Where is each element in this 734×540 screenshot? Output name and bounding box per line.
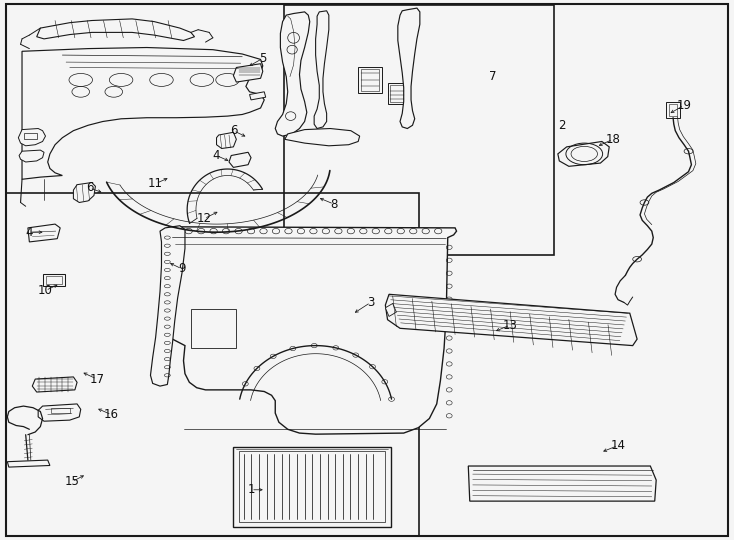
Polygon shape xyxy=(233,64,263,82)
Text: 8: 8 xyxy=(330,198,338,211)
Polygon shape xyxy=(385,294,637,346)
Bar xyxy=(666,102,680,118)
Polygon shape xyxy=(275,12,310,136)
Text: 12: 12 xyxy=(197,212,211,225)
Polygon shape xyxy=(18,129,46,146)
Text: 11: 11 xyxy=(148,177,163,190)
Bar xyxy=(43,274,65,286)
Text: 4: 4 xyxy=(213,149,220,162)
Polygon shape xyxy=(73,183,95,202)
Polygon shape xyxy=(285,129,360,146)
Polygon shape xyxy=(468,466,656,501)
Polygon shape xyxy=(398,8,420,129)
Text: 13: 13 xyxy=(503,319,517,332)
Polygon shape xyxy=(38,404,81,421)
Text: 5: 5 xyxy=(259,52,266,65)
Text: 6: 6 xyxy=(86,181,93,194)
Polygon shape xyxy=(229,152,251,167)
Polygon shape xyxy=(250,92,266,100)
Text: 14: 14 xyxy=(611,439,625,452)
Text: 9: 9 xyxy=(178,262,186,275)
Polygon shape xyxy=(558,141,609,166)
Polygon shape xyxy=(19,150,44,162)
Text: 6: 6 xyxy=(230,124,237,137)
Bar xyxy=(51,408,70,413)
Text: 10: 10 xyxy=(38,284,53,297)
Text: 18: 18 xyxy=(606,133,620,146)
Bar xyxy=(284,5,554,255)
Bar xyxy=(24,133,37,139)
Text: 3: 3 xyxy=(367,296,374,309)
Text: 19: 19 xyxy=(677,99,691,112)
Polygon shape xyxy=(166,227,457,434)
Polygon shape xyxy=(385,303,396,316)
Polygon shape xyxy=(150,226,185,386)
Text: 4: 4 xyxy=(26,226,33,239)
Bar xyxy=(191,309,236,348)
Bar xyxy=(388,83,406,104)
Text: 17: 17 xyxy=(90,373,104,386)
Bar xyxy=(46,276,62,284)
Bar xyxy=(358,67,382,93)
Bar xyxy=(239,451,385,522)
Bar xyxy=(390,85,404,102)
Text: 7: 7 xyxy=(490,70,497,83)
Text: 1: 1 xyxy=(247,483,255,496)
Polygon shape xyxy=(217,132,236,149)
Text: 2: 2 xyxy=(558,119,565,132)
Bar xyxy=(6,193,419,536)
Polygon shape xyxy=(32,377,77,392)
Text: 15: 15 xyxy=(65,475,79,488)
Polygon shape xyxy=(7,460,50,467)
Bar xyxy=(361,69,379,91)
Polygon shape xyxy=(314,11,329,129)
Polygon shape xyxy=(28,224,60,242)
Bar xyxy=(233,447,391,526)
Polygon shape xyxy=(37,19,195,40)
Polygon shape xyxy=(206,237,253,246)
Polygon shape xyxy=(22,48,264,179)
Bar xyxy=(669,104,677,116)
Text: 16: 16 xyxy=(104,408,119,421)
